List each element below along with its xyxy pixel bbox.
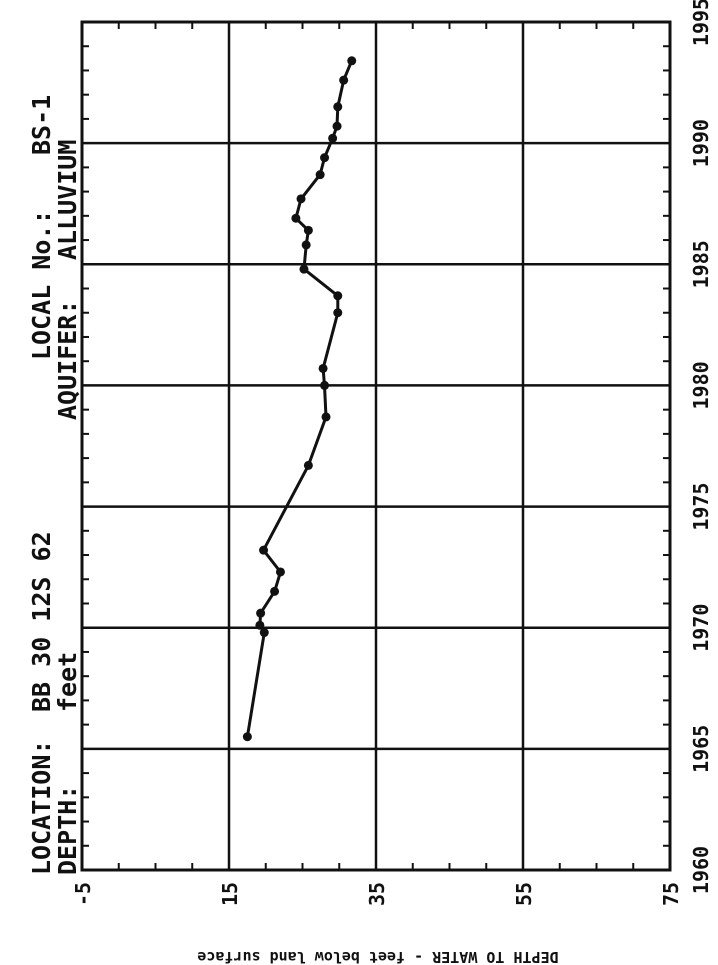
- y-axis-title: DEPTH TO WATER - feet below land surface: [197, 948, 558, 965]
- year-tick-label: 1980: [689, 361, 713, 409]
- depth-label: DEPTH:: [53, 785, 82, 875]
- data-point: [275, 567, 285, 577]
- data-point: [270, 586, 280, 596]
- aquifer-value: ALLUVIUM: [53, 140, 82, 260]
- data-point: [299, 264, 309, 274]
- grid-lines: [82, 22, 670, 870]
- data-point: [333, 102, 343, 112]
- year-tick-label: 1985: [689, 240, 713, 288]
- depth-tick-label: 15: [218, 882, 242, 906]
- data-point: [291, 213, 301, 223]
- data-point: [333, 308, 343, 318]
- data-point: [332, 121, 342, 131]
- depth-tick-label: 55: [512, 882, 536, 906]
- data-point: [259, 628, 269, 638]
- aquifer-label: AQUIFER:: [53, 300, 82, 420]
- data-point: [315, 170, 325, 180]
- data-point: [328, 133, 338, 143]
- year-tick-label: 1995: [689, 0, 713, 46]
- local-no-value: BS-1: [27, 95, 56, 155]
- data-point: [256, 608, 266, 618]
- year-tick-label: 1990: [689, 119, 713, 167]
- data-point: [303, 225, 313, 235]
- depth-tick-labels: -5 15 35 55 75: [71, 882, 683, 906]
- location-value: BB 30 12S 62: [27, 531, 56, 712]
- depth-unit: feet: [53, 652, 82, 712]
- data-point: [301, 240, 311, 250]
- plot-area: [80, 20, 672, 872]
- water-level-points: [242, 56, 357, 742]
- data-point: [347, 56, 357, 66]
- location-label: LOCATION:: [27, 740, 56, 875]
- data-point: [255, 620, 265, 630]
- year-tick-labels: 1960 1965 1970 1975 1980 1985 1990 1995: [689, 0, 713, 894]
- plot-frame: [80, 20, 672, 872]
- data-point: [333, 291, 343, 301]
- local-no-label: LOCAL No.:: [27, 209, 56, 360]
- year-tick-label: 1965: [689, 725, 713, 773]
- data-point: [296, 194, 306, 204]
- year-tick-label: 1960: [689, 846, 713, 894]
- data-point: [259, 545, 269, 555]
- data-point: [318, 363, 328, 373]
- depth-tick-label: 35: [365, 882, 389, 906]
- data-point: [321, 412, 331, 422]
- year-tick-label: 1970: [689, 604, 713, 652]
- depth-tick-label: -5: [71, 882, 95, 906]
- data-point: [320, 153, 330, 163]
- depth-tick-label: 75: [659, 882, 683, 906]
- data-point: [242, 732, 252, 742]
- data-point: [303, 460, 313, 470]
- data-point: [339, 75, 349, 85]
- data-point: [320, 380, 330, 390]
- year-tick-label: 1975: [689, 482, 713, 530]
